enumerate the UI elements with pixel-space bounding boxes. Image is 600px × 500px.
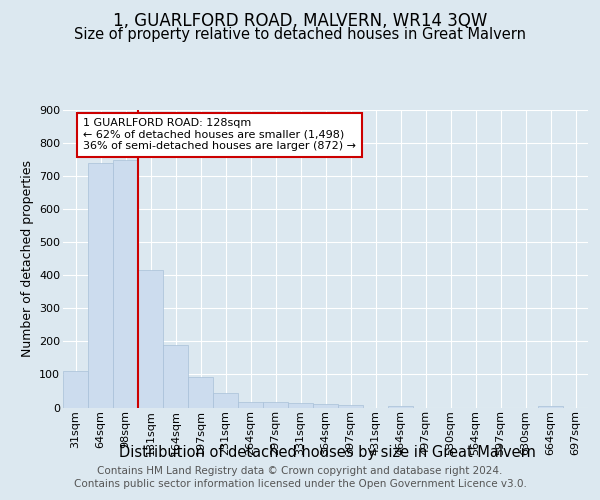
Bar [88, 163, 113, 408]
Bar [113, 160, 138, 408]
Bar [63, 371, 88, 408]
Bar [163, 344, 188, 408]
Bar [138, 270, 163, 407]
Bar [213, 394, 238, 407]
Bar [238, 402, 263, 407]
Text: Size of property relative to detached houses in Great Malvern: Size of property relative to detached ho… [74, 28, 526, 42]
Text: Distribution of detached houses by size in Great Malvern: Distribution of detached houses by size … [119, 445, 535, 460]
Bar [313, 404, 338, 407]
Bar [263, 402, 288, 407]
Bar [538, 406, 563, 407]
Text: Contains HM Land Registry data © Crown copyright and database right 2024.
Contai: Contains HM Land Registry data © Crown c… [74, 466, 526, 489]
Y-axis label: Number of detached properties: Number of detached properties [20, 160, 34, 357]
Text: 1 GUARLFORD ROAD: 128sqm
← 62% of detached houses are smaller (1,498)
36% of sem: 1 GUARLFORD ROAD: 128sqm ← 62% of detach… [83, 118, 356, 152]
Bar [188, 377, 213, 408]
Bar [288, 402, 313, 407]
Bar [338, 405, 363, 407]
Text: 1, GUARLFORD ROAD, MALVERN, WR14 3QW: 1, GUARLFORD ROAD, MALVERN, WR14 3QW [113, 12, 487, 30]
Bar [388, 406, 413, 407]
